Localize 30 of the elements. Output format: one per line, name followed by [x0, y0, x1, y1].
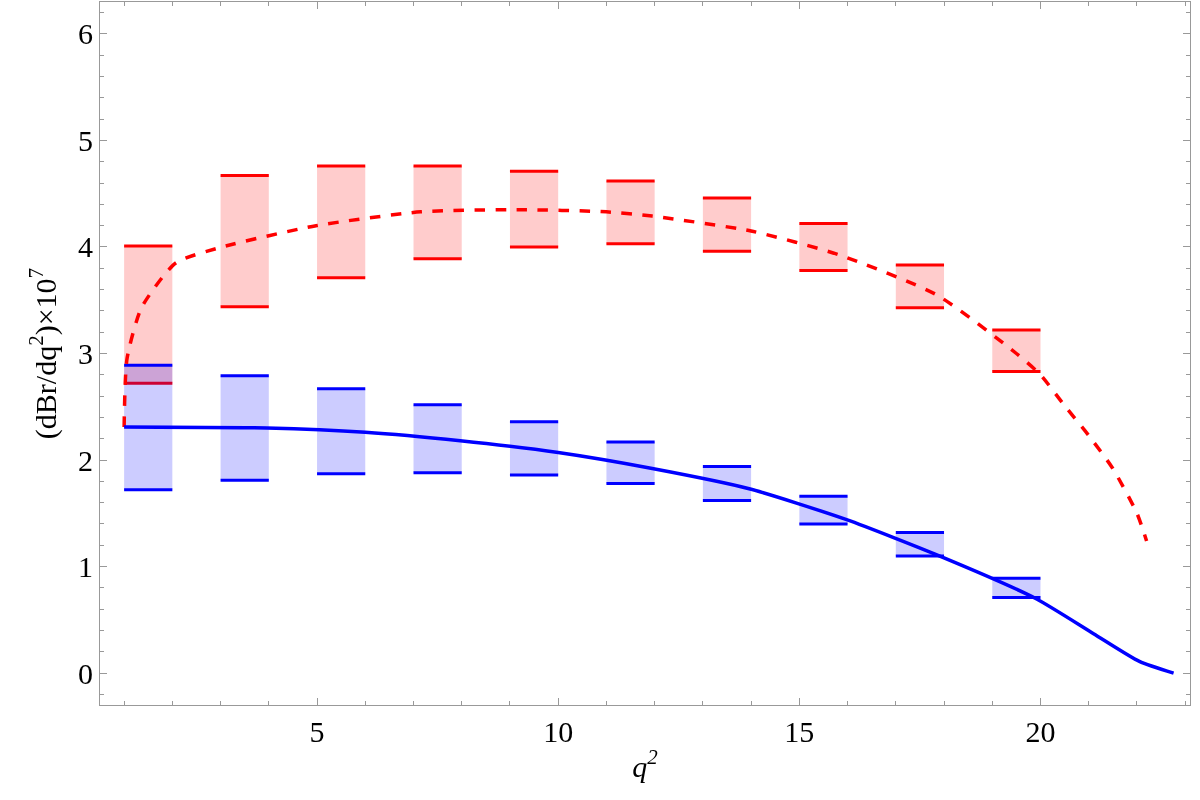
bar — [604, 179, 657, 246]
bar — [219, 174, 271, 309]
bar — [412, 403, 464, 475]
bar — [122, 363, 174, 492]
line-series — [122, 425, 1176, 675]
bar — [412, 164, 464, 261]
x-tick-label: 20 — [1025, 715, 1056, 748]
bar — [990, 328, 1042, 374]
y-tick-label: 3 — [78, 337, 93, 370]
bar — [315, 387, 367, 476]
bar — [797, 222, 850, 272]
bar — [508, 169, 560, 249]
y-tick-label: 0 — [78, 656, 93, 690]
bar — [604, 440, 657, 485]
x-tick-label: 15 — [784, 715, 815, 748]
y-tick-label: 5 — [78, 123, 93, 157]
bar — [701, 464, 753, 502]
x-axis-title: q$^{2}$ — [632, 744, 659, 783]
y-tick-label: 1 — [78, 550, 93, 584]
x-tick-label: 10 — [543, 715, 574, 748]
line-series — [122, 207, 1149, 543]
bar — [701, 196, 753, 253]
y-tick-label: 2 — [78, 443, 93, 477]
x-tick-label: 5 — [309, 715, 325, 748]
bar — [315, 164, 367, 280]
bar — [894, 263, 946, 310]
y-tick-label: 6 — [78, 17, 93, 51]
bar — [219, 374, 271, 482]
bar — [508, 420, 560, 477]
y-tick-label: 4 — [78, 230, 93, 264]
